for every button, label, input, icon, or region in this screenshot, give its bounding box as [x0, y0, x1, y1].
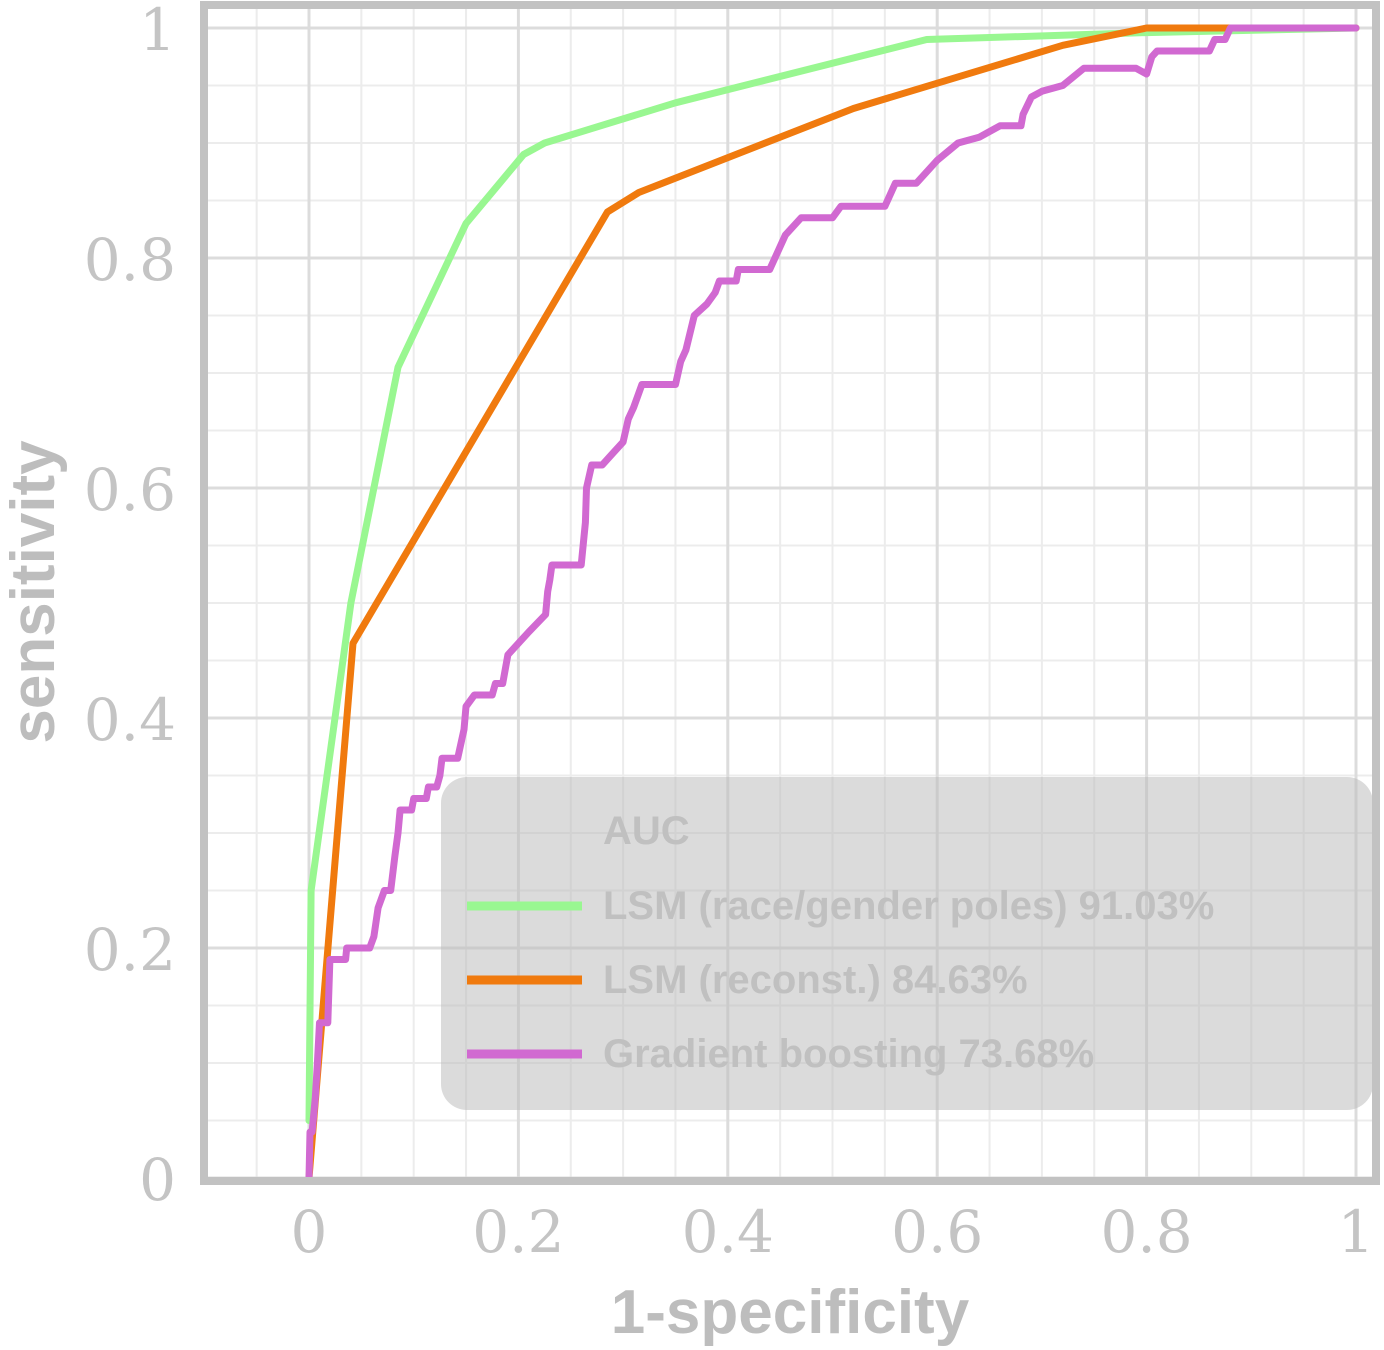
plot-frame [200, 1, 1380, 1185]
legend: AUC LSM (race/gender poles) 91.03% LSM (… [441, 777, 1373, 1110]
y-tick-label: 0.8 [84, 226, 176, 294]
y-tick-label: 0.2 [84, 916, 176, 984]
legend-title: AUC [603, 809, 690, 853]
y-tick-labels: 0 0.2 0.4 0.6 0.8 1 [84, 0, 176, 1214]
x-tick-label: 0.8 [1100, 1198, 1192, 1266]
y-tick-label: 1 [139, 0, 176, 64]
x-tick-label: 1 [1338, 1198, 1375, 1266]
roc-line-lsm-reconst [305, 24, 1360, 1182]
x-tick-label: 0 [291, 1198, 328, 1266]
series-lines [305, 24, 1360, 1182]
x-axis-title: 1-specificity [611, 1278, 970, 1347]
x-tick-label: 0.2 [472, 1198, 564, 1266]
legend-label-lsm-race-gender: LSM (race/gender poles) 91.03% [603, 884, 1214, 928]
y-tick-label: 0.6 [84, 456, 176, 524]
legend-label-gradient-boosting: Gradient boosting 73.68% [603, 1032, 1094, 1076]
x-tick-label: 0.6 [891, 1198, 983, 1266]
legend-label-lsm-reconst: LSM (reconst.) 84.63% [603, 958, 1028, 1002]
y-tick-label: 0.4 [84, 686, 176, 754]
roc-line-gradient-boosting [305, 24, 1360, 1182]
y-axis-title: sensitivity [0, 440, 68, 744]
x-tick-label: 0.4 [682, 1198, 774, 1266]
y-tick-label: 0 [139, 1146, 176, 1214]
x-tick-labels: 0 0.2 0.4 0.6 0.8 1 [291, 1198, 1375, 1266]
legend-background [441, 777, 1373, 1110]
roc-line-lsm-race-gender [305, 24, 1360, 1124]
